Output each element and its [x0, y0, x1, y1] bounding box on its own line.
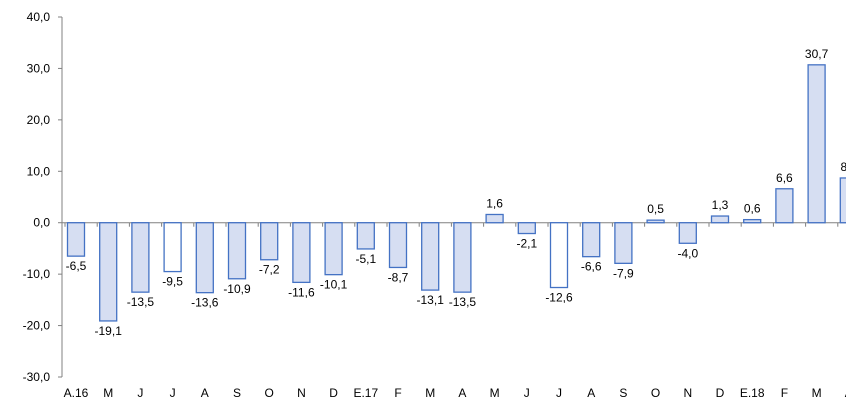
bar	[356, 222, 375, 250]
x-tick-label: O	[651, 386, 660, 400]
bar	[517, 222, 536, 235]
x-tick-label: A	[845, 386, 846, 400]
bar	[66, 222, 86, 257]
data-label: -12,6	[545, 291, 573, 305]
data-label: -8,7	[388, 270, 409, 284]
bar	[324, 222, 343, 276]
x-tick-label: S	[233, 386, 241, 400]
bar	[195, 222, 214, 294]
bar	[485, 213, 504, 224]
x-tick-label: M	[490, 386, 500, 400]
x-tick-label: S	[619, 386, 627, 400]
data-label: -11,6	[288, 285, 315, 299]
x-tick-label: A	[458, 386, 466, 400]
y-tick-label: 30,0	[27, 61, 51, 75]
data-label: 1,3	[712, 198, 729, 212]
x-tick-label: J	[137, 386, 143, 400]
x-tick-label: O	[265, 386, 274, 400]
bar	[227, 222, 247, 280]
y-tick-label: 20,0	[27, 113, 51, 127]
data-label: -6,5	[66, 259, 87, 273]
data-label: 0,6	[744, 202, 761, 216]
data-label: -5,1	[355, 252, 376, 266]
x-tick-label: F	[394, 386, 401, 400]
x-tick-label: N	[683, 386, 692, 400]
data-label: 8,7	[840, 160, 846, 174]
y-tick-label: 10,0	[27, 164, 51, 178]
data-label: -10,1	[320, 278, 348, 292]
bar	[131, 222, 150, 293]
bar	[388, 222, 408, 269]
y-tick-label: -30,0	[23, 370, 51, 384]
bar	[646, 219, 665, 224]
data-label: -13,5	[127, 295, 155, 309]
data-label: 30,7	[805, 47, 829, 61]
bar	[807, 64, 826, 224]
bar	[453, 222, 472, 293]
data-label: -2,1	[516, 237, 537, 251]
x-tick-label: E.17	[353, 386, 378, 400]
bar	[775, 188, 794, 224]
x-tick-label: A	[587, 386, 595, 400]
bar	[614, 222, 633, 264]
bar	[421, 222, 440, 291]
bar	[582, 222, 601, 258]
x-tick-label: A	[201, 386, 209, 400]
data-label: -13,1	[417, 293, 445, 307]
data-label: 0,5	[647, 202, 664, 216]
data-label: -4,0	[677, 246, 698, 260]
data-label: -10,9	[223, 282, 251, 296]
x-tick-label: M	[103, 386, 113, 400]
data-label: -9,5	[162, 275, 183, 289]
x-tick-label: J	[170, 386, 176, 400]
data-label: -7,2	[259, 263, 280, 277]
data-label: -6,6	[581, 260, 602, 274]
x-tick-label: M	[425, 386, 435, 400]
data-label: 1,6	[486, 196, 503, 210]
data-label: -13,6	[191, 296, 219, 310]
y-tick-label: -20,0	[23, 319, 51, 333]
x-tick-label: E.18	[740, 386, 765, 400]
data-label: 6,6	[776, 171, 793, 185]
bar	[163, 222, 182, 273]
data-label: -13,5	[449, 295, 477, 309]
bar	[292, 222, 311, 284]
x-tick-label: N	[297, 386, 306, 400]
x-tick-label: D	[329, 386, 338, 400]
bar	[839, 177, 846, 224]
bar	[260, 222, 279, 261]
x-tick-label: F	[781, 386, 788, 400]
bar	[678, 222, 697, 244]
y-tick-label: 40,0	[27, 10, 51, 24]
bar	[743, 218, 762, 224]
bar	[710, 215, 730, 224]
x-tick-label: J	[524, 386, 530, 400]
x-tick-label: J	[556, 386, 562, 400]
bar	[549, 222, 569, 289]
x-tick-label: M	[812, 386, 822, 400]
x-tick-label: D	[716, 386, 725, 400]
y-tick-label: 0,0	[33, 216, 50, 230]
x-tick-label: A.16	[64, 386, 89, 400]
bar	[99, 222, 118, 322]
data-label: -7,9	[613, 266, 634, 280]
data-label: -19,1	[95, 324, 123, 338]
y-tick-label: -10,0	[23, 267, 51, 281]
